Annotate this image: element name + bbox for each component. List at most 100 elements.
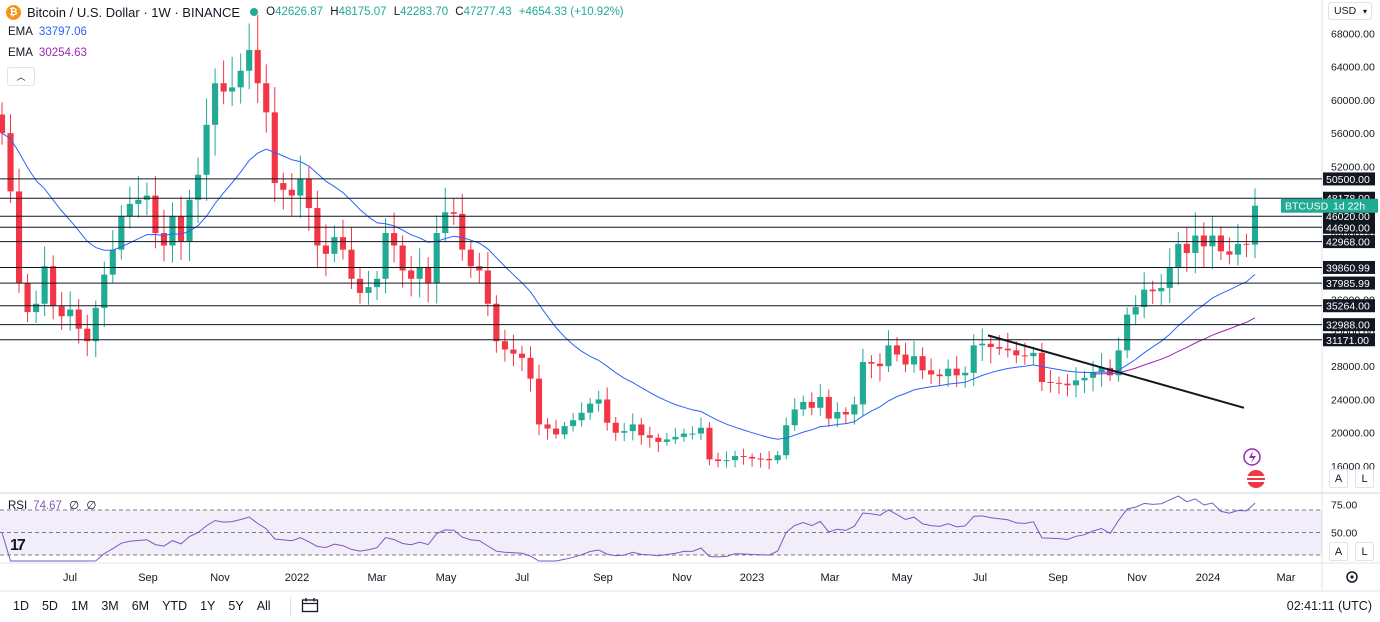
- candle-body[interactable]: [339, 237, 347, 250]
- candle-body[interactable]: [612, 422, 619, 433]
- candle-body[interactable]: [1115, 350, 1122, 376]
- candle-body[interactable]: [800, 401, 807, 410]
- candle-body[interactable]: [706, 427, 713, 460]
- candle-body[interactable]: [1030, 352, 1037, 357]
- candle-body[interactable]: [450, 212, 457, 214]
- candle-body[interactable]: [825, 396, 832, 419]
- ema-legend-2[interactable]: EMA 30254.63: [8, 47, 87, 59]
- candle-body[interactable]: [246, 49, 253, 71]
- timeframe-1d[interactable]: 1D: [13, 599, 29, 613]
- candle-body[interactable]: [24, 282, 31, 313]
- candle-body[interactable]: [220, 83, 227, 92]
- timeframe-1y[interactable]: 1Y: [200, 599, 216, 613]
- candle-body[interactable]: [425, 267, 432, 283]
- lightning-icon[interactable]: [1243, 448, 1261, 466]
- candle-body[interactable]: [263, 83, 270, 113]
- candle-body[interactable]: [1004, 348, 1011, 351]
- candle-body[interactable]: [1183, 243, 1190, 253]
- candle-body[interactable]: [1234, 243, 1242, 255]
- candle-body[interactable]: [433, 233, 440, 283]
- candle-body[interactable]: [996, 347, 1003, 349]
- candle-body[interactable]: [305, 178, 312, 209]
- candle-body[interactable]: [552, 428, 560, 435]
- candle-body[interactable]: [936, 374, 943, 377]
- candle-body[interactable]: [288, 189, 295, 196]
- candle-body[interactable]: [655, 437, 662, 442]
- timeframe-5y[interactable]: 5Y: [228, 599, 244, 613]
- utc-clock[interactable]: 02:41:11 (UTC): [1287, 594, 1372, 618]
- candle-body[interactable]: [1038, 352, 1045, 382]
- candle-body[interactable]: [910, 356, 918, 365]
- candle-body[interactable]: [442, 212, 449, 234]
- candle-body[interactable]: [109, 249, 116, 275]
- candle-body[interactable]: [1192, 235, 1199, 253]
- candle-body[interactable]: [467, 249, 474, 267]
- candle-body[interactable]: [774, 455, 781, 461]
- candle-body[interactable]: [902, 354, 909, 365]
- candle-body[interactable]: [672, 436, 679, 440]
- candle-body[interactable]: [570, 420, 577, 427]
- candle-body[interactable]: [1089, 371, 1097, 378]
- candle-body[interactable]: [962, 372, 969, 376]
- candle-body[interactable]: [177, 216, 185, 242]
- candle-body[interactable]: [595, 399, 602, 404]
- candle-body[interactable]: [1021, 355, 1028, 357]
- candle-body[interactable]: [945, 368, 952, 377]
- tradingview-logo-icon[interactable]: 17: [10, 537, 26, 554]
- candle-body[interactable]: [416, 267, 423, 279]
- candle-body[interactable]: [169, 216, 176, 246]
- candle-body[interactable]: [484, 270, 491, 304]
- candle-body[interactable]: [859, 362, 866, 405]
- candle-body[interactable]: [1226, 251, 1233, 255]
- candle-body[interactable]: [1081, 377, 1088, 381]
- candle-body[interactable]: [1209, 235, 1216, 247]
- candle-body[interactable]: [58, 306, 65, 317]
- candle-body[interactable]: [84, 328, 91, 342]
- candle-body[interactable]: [1158, 287, 1165, 292]
- candle-body[interactable]: [365, 287, 372, 293]
- candle-body[interactable]: [254, 49, 261, 84]
- candle-body[interactable]: [1013, 350, 1020, 356]
- candle-body[interactable]: [731, 456, 739, 461]
- candle-body[interactable]: [237, 70, 244, 88]
- candle-body[interactable]: [135, 199, 142, 204]
- timeframe-ytd[interactable]: YTD: [162, 599, 188, 613]
- candle-body[interactable]: [518, 353, 526, 358]
- candle-body[interactable]: [953, 368, 960, 376]
- timeframe-all[interactable]: All: [256, 599, 271, 613]
- candle-body[interactable]: [510, 349, 517, 354]
- candle-body[interactable]: [229, 87, 236, 92]
- candle-body[interactable]: [1243, 243, 1250, 245]
- candle-body[interactable]: [1251, 205, 1259, 245]
- candle-body[interactable]: [476, 266, 483, 271]
- candle-body[interactable]: [15, 191, 23, 283]
- candle-body[interactable]: [160, 233, 168, 246]
- timeframe-1m[interactable]: 1M: [70, 599, 89, 613]
- candle-body[interactable]: [322, 245, 329, 254]
- candle-body[interactable]: [152, 195, 159, 234]
- candle-body[interactable]: [280, 183, 287, 190]
- candle-body[interactable]: [876, 363, 884, 367]
- candle-body[interactable]: [680, 433, 687, 437]
- candle-body[interactable]: [356, 278, 364, 293]
- candle-body[interactable]: [621, 431, 628, 433]
- candle-body[interactable]: [1124, 314, 1131, 351]
- log-scale-button[interactable]: L: [1355, 469, 1374, 488]
- auto-scale-button[interactable]: A: [1329, 469, 1348, 488]
- candle-body[interactable]: [382, 233, 389, 279]
- candle-body[interactable]: [1098, 367, 1105, 372]
- candle-body[interactable]: [493, 303, 500, 342]
- candle-body[interactable]: [535, 378, 543, 425]
- timeframe-3m[interactable]: 3M: [101, 599, 119, 613]
- candle-body[interactable]: [186, 199, 193, 242]
- candle-body[interactable]: [1064, 383, 1071, 386]
- candle-body[interactable]: [1107, 367, 1114, 376]
- candle-body[interactable]: [646, 435, 653, 438]
- candle-body[interactable]: [1072, 380, 1080, 386]
- candle-body[interactable]: [297, 178, 304, 196]
- candle-body[interactable]: [1200, 235, 1207, 247]
- candle-body[interactable]: [118, 216, 125, 250]
- candle-body[interactable]: [1175, 243, 1182, 268]
